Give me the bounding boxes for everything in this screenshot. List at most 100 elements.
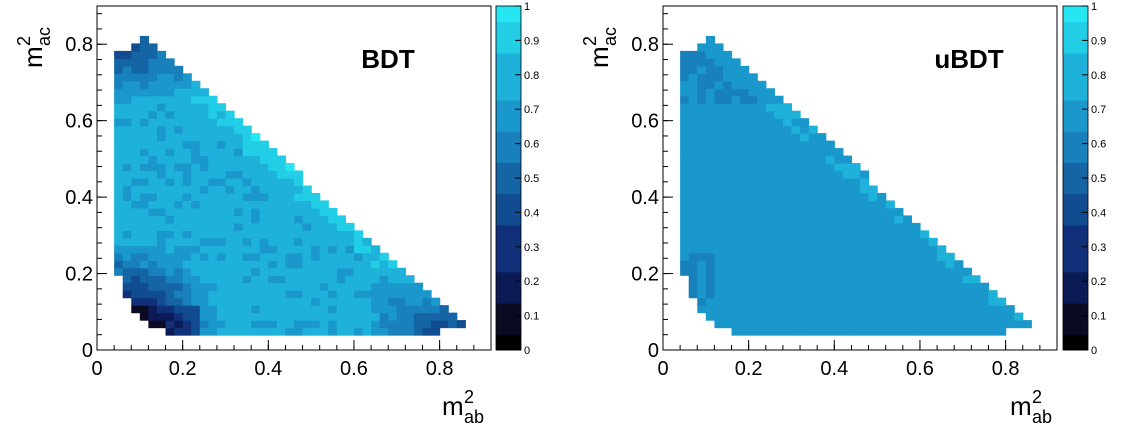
- heatmap-cell: [225, 185, 235, 194]
- heatmap-cell: [174, 267, 184, 276]
- heatmap-cell: [748, 320, 758, 329]
- heatmap-cell: [448, 312, 458, 321]
- heatmap-cell: [182, 148, 192, 157]
- heatmap-cell: [259, 222, 269, 231]
- heatmap-cell: [868, 312, 878, 321]
- heatmap-cell: [174, 297, 184, 306]
- heatmap-cell: [139, 50, 149, 59]
- heatmap-cell: [740, 312, 750, 321]
- heatmap-cell: [199, 215, 209, 224]
- heatmap-cell: [216, 178, 227, 187]
- heatmap-cell: [722, 215, 733, 224]
- heatmap-cell: [697, 230, 707, 239]
- heatmap-cell: [156, 275, 167, 284]
- heatmap-cell: [216, 185, 227, 194]
- heatmap-cell: [216, 110, 227, 119]
- heatmap-cell: [148, 312, 158, 321]
- heatmap-cell: [911, 305, 921, 314]
- heatmap-cell: [748, 305, 758, 314]
- heatmap-cell: [902, 215, 912, 224]
- heatmap-cell: [877, 297, 887, 306]
- heatmap-cell: [842, 163, 853, 172]
- colorbar-band: [1063, 178, 1088, 195]
- heatmap-cell: [937, 320, 947, 329]
- heatmap-cell: [834, 155, 844, 164]
- colorbar-band: [1063, 131, 1088, 148]
- heatmap-cell: [731, 88, 741, 97]
- heatmap-cell: [396, 312, 406, 321]
- heatmap-cell: [131, 103, 141, 112]
- heatmap-cell: [740, 260, 750, 269]
- heatmap-cell: [834, 267, 844, 276]
- heatmap-cell: [165, 163, 175, 172]
- heatmap-cell: [714, 65, 724, 74]
- heatmap-cell: [877, 207, 887, 216]
- heatmap-cell: [259, 215, 269, 224]
- heatmap-cell: [165, 320, 175, 329]
- heatmap-cell: [680, 103, 690, 112]
- heatmap-cell: [208, 125, 218, 134]
- heatmap-cell: [757, 192, 767, 202]
- heatmap-cell: [868, 327, 878, 336]
- heatmap-cell: [945, 282, 955, 291]
- heatmap-cell: [791, 118, 801, 127]
- y-axis-title: m2 ac: [14, 27, 54, 68]
- heatmap-cell: [894, 297, 904, 306]
- heatmap-cell: [268, 215, 278, 224]
- heatmap-cell: [182, 110, 192, 119]
- heatmap-cell: [774, 260, 784, 269]
- heatmap-cell: [774, 125, 784, 134]
- heatmap-cell: [705, 178, 715, 187]
- heatmap-cell: [122, 140, 132, 149]
- heatmap-cell: [396, 327, 406, 336]
- heatmap-cell: [808, 305, 818, 314]
- heatmap-cell: [225, 200, 235, 209]
- heatmap-cell: [191, 178, 201, 187]
- heatmap-cell: [448, 320, 458, 329]
- heatmap-cell: [131, 237, 141, 246]
- heatmap-cell: [174, 245, 184, 254]
- colorbar-band: [496, 287, 521, 304]
- heatmap-cell: [748, 125, 758, 134]
- heatmap-cell: [294, 275, 304, 284]
- heatmap-cell: [714, 260, 724, 269]
- heatmap-cell: [114, 170, 124, 179]
- heatmap-cell: [242, 207, 252, 216]
- colorbar-tick-label: 0.9: [1091, 35, 1106, 47]
- heatmap-cell: [919, 320, 930, 329]
- heatmap-cell: [714, 282, 724, 291]
- heatmap-cell: [362, 290, 372, 299]
- heatmap-cell: [765, 148, 775, 157]
- heatmap-cell: [131, 148, 141, 157]
- heatmap-cell: [722, 103, 733, 112]
- heatmap-cell: [1022, 320, 1032, 329]
- heatmap-cell: [697, 185, 707, 194]
- heatmap-cell: [114, 178, 124, 187]
- heatmap-cell: [182, 282, 192, 291]
- heatmap-cell: [174, 327, 184, 336]
- heatmap-cell: [688, 80, 698, 89]
- heatmap-cell: [311, 297, 321, 306]
- heatmap-cell: [722, 125, 733, 134]
- heatmap-cell: [388, 260, 398, 269]
- heatmap-cell: [413, 327, 424, 336]
- heatmap-cell: [834, 297, 844, 306]
- heatmap-cell: [782, 267, 793, 276]
- heatmap-cell: [834, 192, 844, 202]
- heatmap-cell: [945, 320, 955, 329]
- heatmap-cell: [182, 222, 192, 231]
- heatmap-cell: [234, 282, 244, 291]
- heatmap-cell: [842, 290, 853, 299]
- heatmap-cell: [782, 140, 793, 149]
- heatmap-cell: [131, 192, 141, 202]
- heatmap-cell: [182, 163, 192, 172]
- heatmap-cell: [139, 252, 149, 261]
- heatmap-cell: [182, 103, 192, 112]
- heatmap-cell: [800, 327, 810, 336]
- heatmap-cell: [791, 275, 801, 284]
- heatmap-cell: [268, 275, 278, 284]
- colorbar-band: [1063, 84, 1088, 101]
- heatmap-cell: [114, 95, 124, 104]
- heatmap-cell: [268, 327, 278, 336]
- heatmap-cell: [422, 312, 432, 321]
